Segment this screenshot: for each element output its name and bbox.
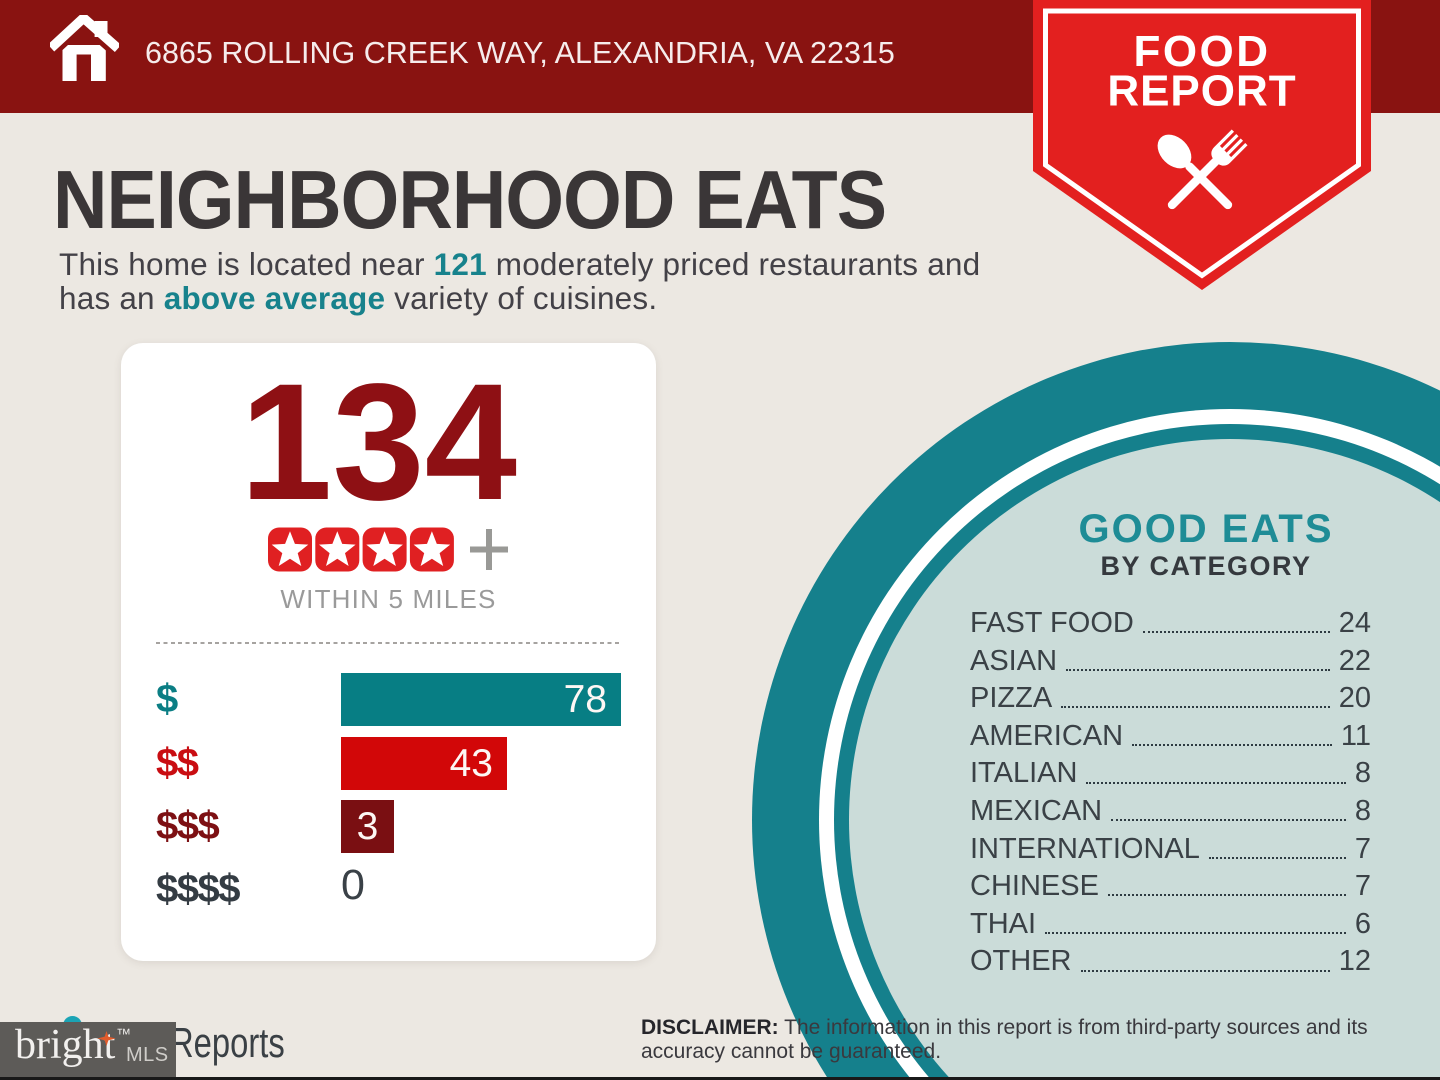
svg-text:REPORT: REPORT bbox=[1107, 67, 1296, 116]
svg-text:FOOD: FOOD bbox=[1133, 27, 1270, 76]
